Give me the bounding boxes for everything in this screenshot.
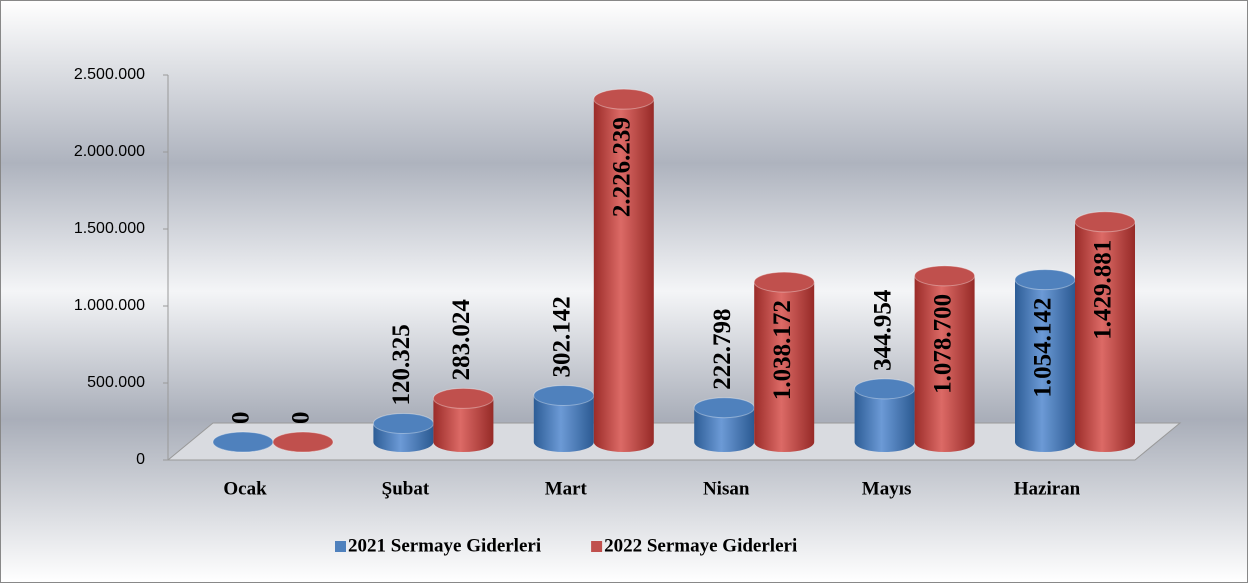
bar-top bbox=[272, 431, 334, 453]
bar bbox=[694, 407, 755, 452]
y-tick-label: 0 bbox=[136, 451, 145, 468]
bar bbox=[914, 275, 975, 452]
x-tick-label: Nisan bbox=[703, 478, 750, 499]
data-label: 2.226.239 bbox=[609, 117, 636, 217]
y-tick-label: 500.000 bbox=[87, 374, 145, 391]
bar bbox=[433, 398, 494, 452]
y-tick-label: 2.500.000 bbox=[74, 66, 145, 83]
data-label: 344.954 bbox=[869, 289, 896, 371]
x-tick-label: Şubat bbox=[382, 478, 430, 499]
bar-top bbox=[593, 88, 655, 110]
bar bbox=[533, 395, 594, 452]
x-tick-label: Mart bbox=[545, 478, 588, 499]
bar-top bbox=[1014, 269, 1076, 291]
data-label: 302.142 bbox=[549, 296, 576, 377]
legend-label: 2021 Sermaye Giderleri bbox=[348, 535, 541, 556]
data-label: 283.024 bbox=[448, 299, 475, 381]
bar bbox=[593, 99, 654, 453]
y-tick-label: 2.000.000 bbox=[74, 143, 145, 160]
data-label: 1.429.881 bbox=[1090, 240, 1117, 340]
legend-swatch bbox=[591, 541, 603, 552]
x-tick-label: Mayıs bbox=[862, 478, 912, 499]
bar bbox=[1075, 221, 1135, 452]
bar-top bbox=[212, 431, 274, 453]
bar-top bbox=[914, 265, 976, 287]
data-label: 0 bbox=[228, 412, 255, 425]
bar-top bbox=[753, 271, 815, 293]
bar-top bbox=[533, 384, 595, 406]
x-tick-label: Ocak bbox=[223, 478, 267, 499]
bar-top bbox=[432, 387, 494, 409]
data-label: 1.038.172 bbox=[769, 300, 796, 400]
legend-label: 2022 Sermaye Giderleri bbox=[604, 535, 797, 556]
bar-top bbox=[854, 378, 916, 400]
bar bbox=[754, 282, 815, 452]
data-label: 1.054.142 bbox=[1030, 298, 1057, 398]
y-tick-label: 1.500.000 bbox=[74, 220, 145, 237]
y-tick-label: 1.000.000 bbox=[74, 297, 145, 314]
bar bbox=[854, 388, 915, 452]
legend-swatch bbox=[335, 541, 346, 552]
bar bbox=[1015, 279, 1075, 452]
bar-top bbox=[1074, 211, 1136, 233]
data-label: 0 bbox=[288, 412, 315, 425]
x-tick-label: Haziran bbox=[1014, 478, 1081, 499]
data-label: 1.078.700 bbox=[929, 294, 956, 394]
bar-top bbox=[372, 412, 434, 434]
data-label: 222.798 bbox=[709, 308, 736, 389]
bar-top bbox=[693, 397, 755, 419]
data-label: 120.325 bbox=[388, 324, 415, 405]
